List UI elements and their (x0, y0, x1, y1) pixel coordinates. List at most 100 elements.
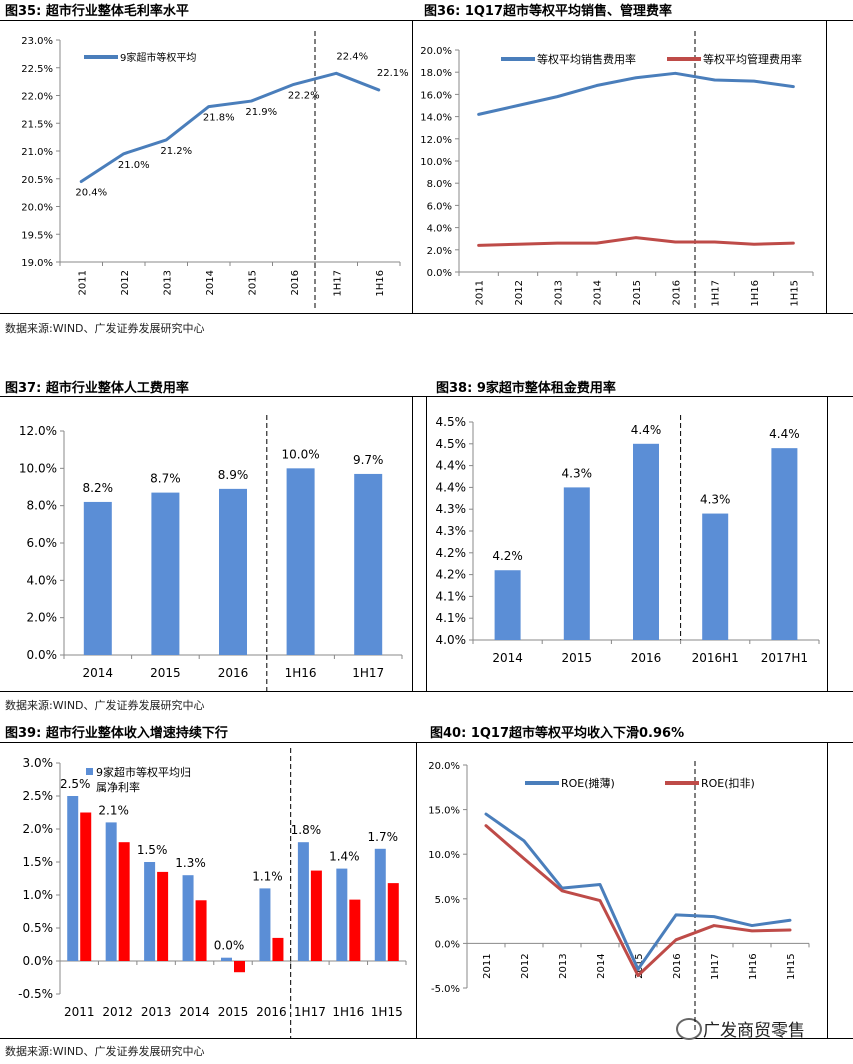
y-tick-label: 12.0% (19, 424, 57, 438)
x-tick-label: 2016 (631, 651, 662, 665)
x-tick-label: 2014 (205, 270, 216, 295)
bar (219, 488, 247, 655)
data-label: 9.7% (353, 453, 384, 467)
data-label: 2.5% (60, 777, 91, 791)
divider-rule (0, 20, 853, 21)
y-tick-label: 4.4% (436, 459, 467, 473)
series-line (79, 71, 381, 184)
data-label: 4.4% (631, 423, 662, 437)
x-tick-label: 2016 (256, 1005, 287, 1019)
chart38: 4.0% 4.1% 4.1% 4.2% 4.2% 4.3% 4.3% 4.4% 4.4% 4.5%… (436, 415, 820, 665)
data-label: 4.4% (769, 427, 800, 441)
x-tick-label: 1H15 (789, 280, 800, 307)
data-label: 1.7% (368, 830, 399, 844)
x-tick-label: 2016 (671, 280, 682, 305)
x-tick-label: 2014 (596, 953, 607, 978)
bar (494, 570, 521, 640)
bar (80, 812, 92, 961)
y-tick-label: 4.3% (436, 502, 467, 516)
x-tick-label: 1H15 (786, 953, 797, 980)
chart35-title: 图35: 超市行业整体毛利率水平 (5, 4, 189, 19)
x-tick-label: 1H16 (748, 953, 759, 980)
y-tick-label: 10.0% (19, 461, 57, 475)
y-tick-label: 0.0% (23, 954, 54, 968)
x-tick-label: 1H16 (285, 666, 317, 680)
y-tick-label: 12.0% (420, 135, 452, 146)
x-tick-label: 1H17 (332, 270, 343, 297)
x-tick-label: 2014 (179, 1005, 210, 1019)
chart40-title: 图40: 1Q17超市等权平均收入下滑0.96% (430, 726, 685, 741)
bar (144, 862, 156, 961)
y-tick-label: 0.0% (435, 939, 460, 950)
data-label: 1.4% (329, 850, 360, 864)
legend-label: 属净利率 (96, 780, 140, 794)
x-tick-label: 1H16 (375, 270, 386, 297)
chart40: -5.0% 0.0% 5.0% 10.0% 15.0% 20.0% 2011 2012 2013… (428, 761, 810, 1031)
x-tick-label: 2013 (162, 270, 173, 295)
y-tick-label: 2.0% (23, 822, 54, 836)
bar (272, 937, 284, 961)
data-label: 10.0% (282, 447, 320, 461)
panel-border (412, 397, 413, 691)
data-label: 8.7% (150, 472, 181, 486)
x-tick-label: 2016H1 (692, 651, 739, 665)
y-tick-label: 4.0% (27, 573, 58, 587)
bar (118, 842, 130, 961)
data-label: 20.4% (75, 188, 107, 199)
panel-border (826, 21, 827, 313)
data-label: 1.5% (137, 843, 168, 857)
y-tick-label: 4.3% (436, 524, 467, 538)
data-label: 21.0% (118, 160, 150, 171)
data-label: 2.1% (98, 803, 129, 817)
source-note-3: 数据来源:WIND、广发证券发展研究中心 (5, 1045, 205, 1058)
y-tick-label: 4.0% (436, 633, 467, 647)
x-tick-label: 2014 (83, 666, 114, 680)
y-tick-label: 19.0% (21, 258, 53, 269)
y-tick-label: 6.0% (427, 201, 452, 212)
legend-label: 9家超市等权平均归 (96, 765, 191, 779)
x-tick-label: 2012 (120, 270, 131, 295)
x-tick-label: 1H17 (294, 1005, 326, 1019)
data-label: 0.0% (214, 939, 245, 953)
y-tick-label: 4.1% (436, 589, 467, 603)
bar (83, 501, 112, 655)
y-tick-label: 10.0% (428, 850, 460, 861)
chart38-title: 图38: 9家超市整体租金费用率 (436, 381, 616, 396)
x-tick-label: 2015 (218, 1005, 249, 1019)
divider-rule (0, 1038, 853, 1039)
y-tick-label: -0.5% (18, 987, 53, 1001)
y-tick-label: 22.5% (21, 64, 53, 75)
y-tick-label: 4.1% (436, 611, 467, 625)
x-tick-label: 2011 (64, 1005, 95, 1019)
bar (387, 883, 399, 961)
x-tick-label: 2015 (247, 270, 258, 295)
x-tick-label: 1H16 (750, 280, 761, 307)
y-tick-label: 19.5% (21, 230, 53, 241)
y-tick-label: 8.0% (427, 179, 452, 190)
bar (151, 492, 180, 655)
y-tick-label: 21.5% (21, 119, 53, 130)
y-tick-label: 2.0% (427, 246, 452, 257)
y-tick-label: 20.5% (21, 175, 53, 186)
y-tick-label: 15.0% (428, 806, 460, 817)
divider-rule (0, 742, 853, 743)
data-label: 21.2% (160, 146, 192, 157)
y-tick-label: 4.5% (436, 415, 467, 429)
bar (349, 899, 361, 961)
series-line (477, 71, 795, 116)
wechat-icon (676, 1018, 702, 1040)
x-tick-label: 2012 (520, 953, 531, 978)
x-tick-label: 2016 (218, 666, 249, 680)
x-tick-label: 1H17 (352, 666, 384, 680)
bar (310, 870, 322, 961)
y-tick-label: 20.0% (420, 46, 452, 57)
panel-border (827, 743, 828, 1038)
x-tick-label: 1H17 (711, 280, 722, 307)
chart37: 0.0% 2.0% 4.0% 6.0% 8.0% 10.0% 12.0% 2014 2015 20… (19, 415, 403, 691)
source-note-1: 数据来源:WIND、广发证券发展研究中心 (5, 322, 205, 335)
data-label: 4.3% (562, 466, 593, 480)
y-tick-label: 23.0% (21, 36, 53, 47)
data-label: 22.1% (377, 68, 409, 79)
data-label: 8.2% (83, 481, 114, 495)
y-tick-label: 4.5% (436, 437, 467, 451)
